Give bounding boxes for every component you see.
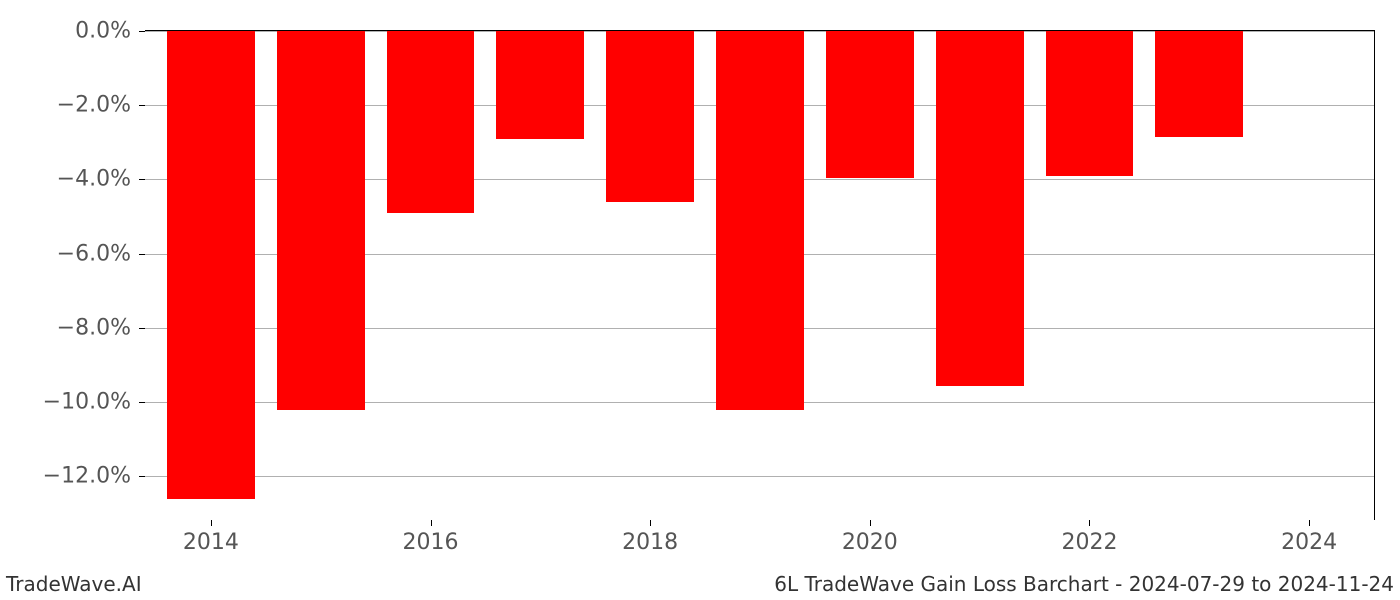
- x-tick-label: 2024: [1281, 520, 1337, 555]
- y-tick-label: −8.0%: [57, 315, 145, 340]
- x-tick-label: 2016: [403, 520, 459, 555]
- bar: [277, 31, 365, 410]
- y-tick-label: −6.0%: [57, 241, 145, 266]
- bar: [387, 31, 475, 213]
- x-tick-label: 2014: [183, 520, 239, 555]
- bar: [716, 31, 804, 410]
- x-tick-label: 2018: [622, 520, 678, 555]
- bar: [826, 31, 914, 178]
- figure: 0.0% −2.0% −4.0% −6.0% −8.0% −10.0% −12.0% 2014…: [0, 0, 1400, 600]
- bar: [1155, 31, 1243, 137]
- y-tick-label: 0.0%: [75, 19, 145, 44]
- footer-left-label: TradeWave.AI: [6, 572, 142, 596]
- bar: [606, 31, 694, 202]
- plot-area: 0.0%−2.0%−4.0%−6.0%−8.0%−10.0%−12.0%2014…: [145, 30, 1375, 520]
- y-tick-label: −2.0%: [57, 93, 145, 118]
- y-tick-label: −12.0%: [43, 464, 145, 489]
- bar: [1046, 31, 1134, 176]
- bar: [496, 31, 584, 139]
- x-tick-label: 2022: [1061, 520, 1117, 555]
- bar: [936, 31, 1024, 386]
- y-gridline: [145, 476, 1374, 477]
- footer-right-label: 6L TradeWave Gain Loss Barchart - 2024-0…: [774, 572, 1394, 596]
- y-tick-label: −10.0%: [43, 390, 145, 415]
- y-tick-label: −4.0%: [57, 167, 145, 192]
- bar: [167, 31, 255, 499]
- x-tick-label: 2020: [842, 520, 898, 555]
